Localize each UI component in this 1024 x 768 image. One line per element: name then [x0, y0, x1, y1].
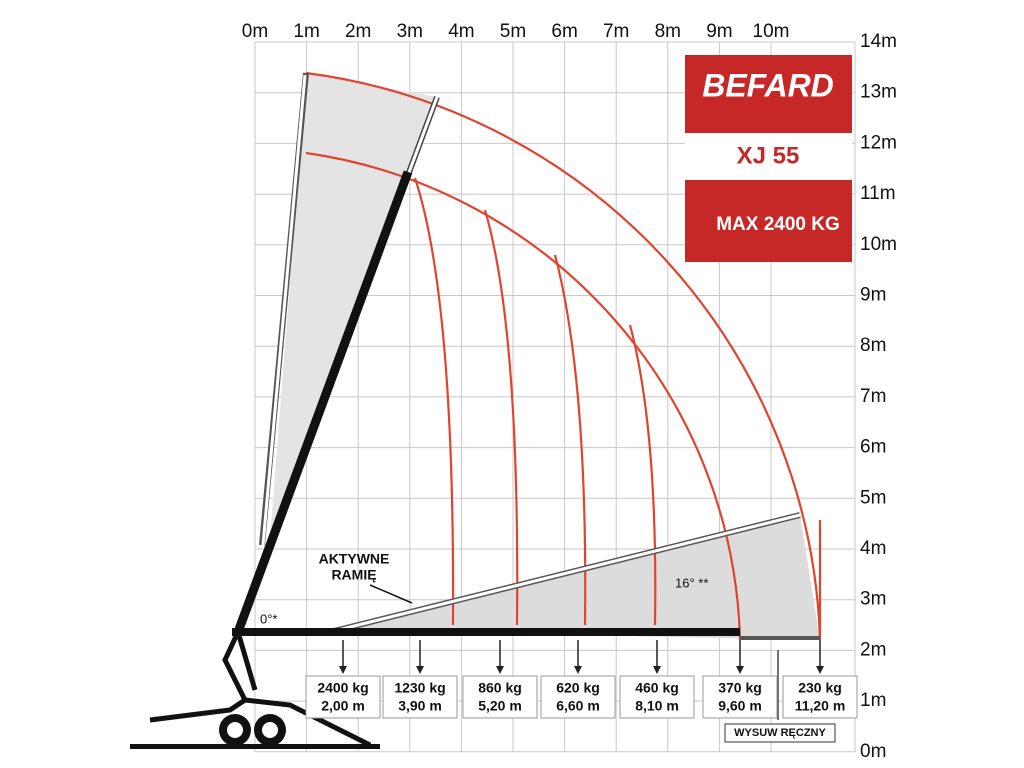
load-reach: 11,20 m — [795, 698, 846, 714]
reach-curve — [628, 324, 657, 626]
y-axis-label: 12m — [860, 132, 897, 153]
load-box — [702, 675, 778, 719]
x-axis-label: 7m — [603, 21, 629, 42]
y-axis-label: 2m — [860, 639, 886, 660]
base-frame — [149, 630, 372, 748]
y-axis-label: 10m — [860, 234, 897, 255]
x-axis-label: 6m — [551, 21, 577, 42]
x-axis-label: 8m — [655, 21, 681, 42]
reach-curve — [483, 209, 519, 626]
load-reach: 5,20 m — [478, 698, 522, 714]
load-weight: 370 kg — [718, 680, 762, 696]
y-axis-label: 11m — [860, 183, 896, 204]
reach-curve — [413, 177, 455, 626]
y-axis-label: 9m — [860, 285, 886, 306]
y-axis-label: 3m — [860, 589, 886, 610]
reach-curve — [553, 254, 587, 626]
load-box — [462, 675, 538, 719]
load-reach: 8,10 m — [635, 698, 679, 714]
arrow-head — [816, 666, 824, 674]
x-axis-label: 4m — [448, 21, 474, 42]
x-axis-label: 3m — [397, 21, 423, 42]
brand-band — [685, 133, 852, 180]
wheel-hub — [227, 722, 243, 738]
load-weight: 620 kg — [556, 680, 600, 696]
x-axis-label: 9m — [706, 21, 732, 42]
x-axis-label: 0m — [242, 21, 268, 42]
y-axis-label: 5m — [860, 487, 886, 508]
active-boom — [233, 170, 413, 634]
load-reach: 6,60 m — [556, 698, 600, 714]
arrow-head — [736, 666, 744, 674]
y-axis-label: 4m — [860, 538, 886, 559]
arrow-active-arm — [369, 584, 413, 604]
load-box — [540, 675, 616, 719]
x-axis-label: 1m — [293, 21, 319, 42]
y-axis-label: 7m — [860, 386, 886, 407]
load-weight: 860 kg — [478, 680, 522, 696]
load-reach: 3,90 m — [398, 698, 442, 714]
outer-arc — [305, 71, 822, 641]
arrow-head — [339, 666, 347, 674]
y-axis-label: 8m — [860, 335, 886, 356]
x-axis-label: 10m — [753, 21, 790, 42]
arrow-head — [653, 666, 661, 674]
load-weight: 230 kg — [798, 680, 842, 696]
y-axis-label: 6m — [860, 437, 886, 458]
manual-box — [724, 723, 836, 743]
arrow-head — [416, 666, 424, 674]
lower-boom-inner — [329, 513, 801, 634]
active-arm-line: RAMIĘ — [331, 567, 376, 583]
active-arm-line: AKTYWNE — [319, 551, 390, 567]
zero-angle: 0°* — [260, 611, 278, 626]
arrow-head — [496, 666, 504, 674]
arrow-head — [574, 666, 582, 674]
load-box — [782, 675, 858, 719]
load-reach: 2,00 m — [321, 698, 365, 714]
load-weight: 460 kg — [635, 680, 679, 696]
y-axis-label: 13m — [860, 82, 897, 103]
vertical-boom-inner — [261, 74, 307, 546]
load-weight: 1230 kg — [394, 680, 445, 696]
load-weight: 2400 kg — [317, 680, 368, 696]
angle-label: 16° ** — [675, 575, 708, 590]
load-reach: 9,60 m — [718, 698, 762, 714]
y-axis-label: 1m — [860, 690, 886, 711]
y-axis-label: 0m — [860, 741, 886, 762]
x-axis-label: 2m — [345, 21, 371, 42]
load-box — [305, 675, 381, 719]
load-box — [619, 675, 695, 719]
ground-pads — [130, 744, 380, 749]
wheel-hub — [262, 722, 278, 738]
y-axis-label: 14m — [860, 31, 897, 52]
capacity: MAX 2400 KG — [716, 214, 840, 235]
shade-lower — [330, 515, 820, 640]
load-labels: 2400 kg 2,00 m 1230 kg 3,90 m 860 kg 5,20 m 62… — [305, 640, 858, 719]
x-axis-label: 5m — [500, 21, 526, 42]
model: XJ 55 — [737, 142, 800, 169]
load-box — [382, 675, 458, 719]
manual-label: WYSUW RĘCZNY — [734, 727, 826, 739]
brand-logo: BEFARD — [702, 67, 834, 103]
